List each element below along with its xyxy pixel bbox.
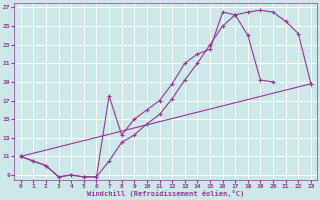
X-axis label: Windchill (Refroidissement éolien,°C): Windchill (Refroidissement éolien,°C) [87, 190, 244, 197]
